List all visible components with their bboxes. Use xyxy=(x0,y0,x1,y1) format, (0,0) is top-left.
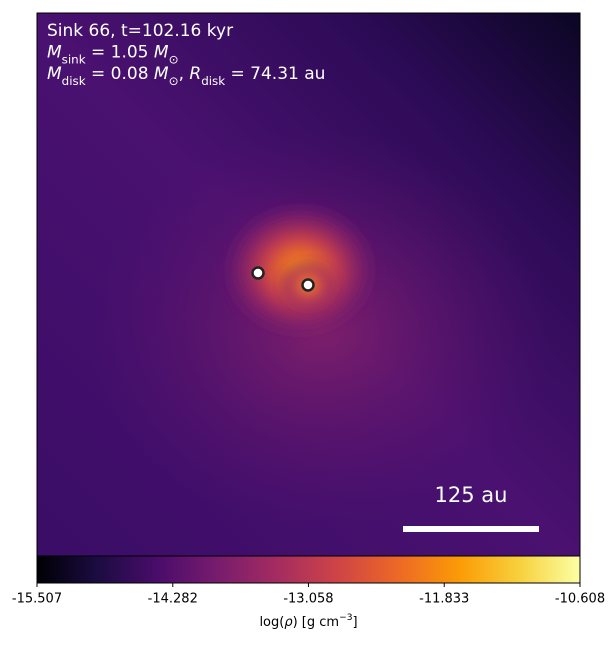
annotation-part: = 1.05 xyxy=(86,43,154,63)
annotation-part: M xyxy=(47,64,62,84)
colorbar-label-part: ρ xyxy=(284,615,293,630)
annotation-part: ⊙ xyxy=(169,52,179,66)
scale-bar xyxy=(403,526,539,532)
colorbar-tick-label: -14.282 xyxy=(148,592,198,607)
colorbar-tick-label: -11.833 xyxy=(419,592,469,607)
colorbar-tick-label: -10.608 xyxy=(555,592,605,607)
colorbar-label-part: ] xyxy=(352,615,357,630)
annotation-part: M xyxy=(154,64,169,84)
scale-bar-label: 125 au xyxy=(435,483,508,507)
annotation-part: = 74.31 au xyxy=(225,64,325,84)
colorbar-tick-label: -15.507 xyxy=(12,592,62,607)
annotation-part: sink xyxy=(62,52,86,66)
annotation-part: disk xyxy=(201,74,225,88)
annotation-part: Sink 66, t=102.16 kyr xyxy=(47,21,233,41)
colorbar-label-part: −3 xyxy=(339,613,353,623)
annotation-part: M xyxy=(154,43,169,63)
colorbar-label-part: ) [g cm xyxy=(293,615,339,630)
annotation-part: R xyxy=(189,64,201,84)
annotation-part: disk xyxy=(62,74,86,88)
annotation: Msink = 1.05 M⊙ xyxy=(47,43,179,67)
annotation: Mdisk = 0.08 M⊙, Rdisk = 74.31 au xyxy=(47,64,325,88)
sink-marker xyxy=(251,266,265,280)
annotation-part: , xyxy=(179,64,190,84)
colorbar-label-part: log( xyxy=(259,615,284,630)
sink-marker xyxy=(301,278,315,292)
density-map xyxy=(36,12,581,557)
annotation-part: M xyxy=(47,43,62,63)
colorbar xyxy=(36,555,581,584)
annotation: Sink 66, t=102.16 kyr xyxy=(47,21,233,41)
colorbar-tick-label: -13.058 xyxy=(283,592,333,607)
annotation-part: ⊙ xyxy=(169,74,179,88)
colorbar-label: log(ρ) [g cm−3] xyxy=(259,613,357,630)
annotation-part: = 0.08 xyxy=(86,64,154,84)
